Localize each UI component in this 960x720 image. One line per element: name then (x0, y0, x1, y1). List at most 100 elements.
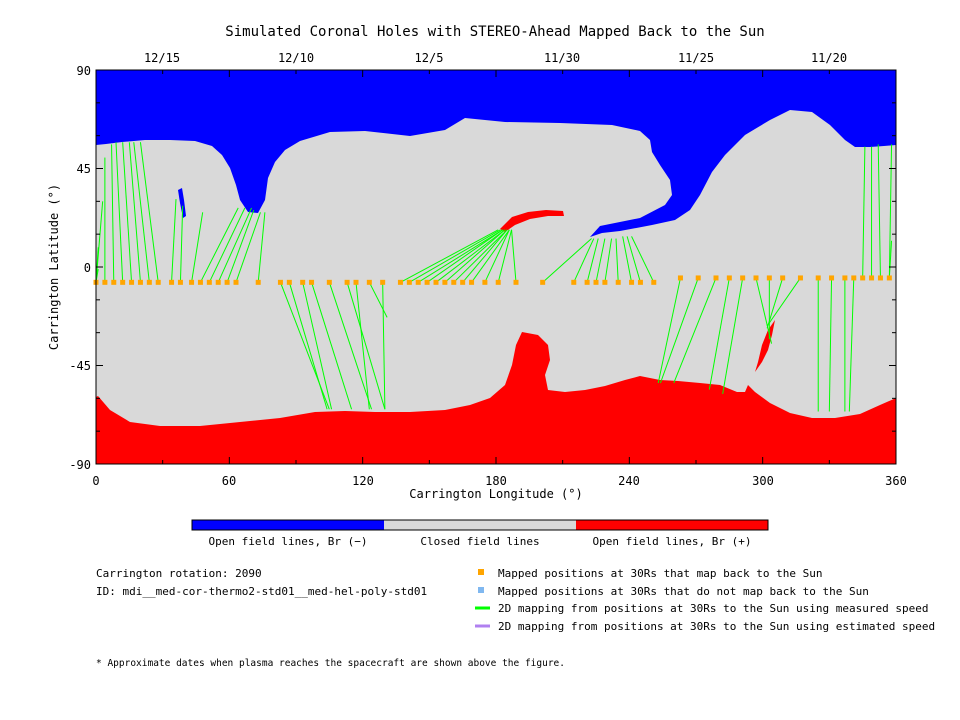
mapped-point-28 (415, 279, 421, 285)
mapped-point-63 (886, 275, 892, 281)
colorbar-label-positive: Open field lines, Br (+) (593, 535, 752, 548)
mapping-line-38-0 (542, 238, 592, 283)
mapped-point-43 (615, 279, 621, 285)
date-label-1210: 12/10 (278, 51, 314, 65)
plot-area (93, 69, 897, 465)
mapping-line-35-0 (484, 229, 510, 283)
mapping-line-51-0 (722, 277, 744, 395)
mapped-point-34 (469, 279, 475, 285)
mapped-point-3 (120, 279, 126, 285)
mapped-point-17 (277, 279, 283, 285)
top-date-labels: 12/15 12/10 12/5 11/30 11/25 11/20 (144, 51, 847, 65)
x-tick-label-240: 240 (618, 474, 640, 488)
mapped-point-7 (155, 279, 161, 285)
mapping-lines (95, 142, 893, 412)
mapped-point-10 (189, 279, 195, 285)
mapped-point-35 (482, 279, 488, 285)
mapping-line-14-0 (226, 209, 255, 283)
mapping-line-32-0 (453, 229, 508, 283)
mapping-line-16-0 (257, 212, 266, 283)
date-label-1125: 11/25 (678, 51, 714, 65)
south-coronal-hole (96, 332, 896, 464)
legend-label-unmapped: Mapped positions at 30Rs that do not map… (498, 585, 869, 598)
mapped-point-44 (629, 279, 635, 285)
mapping-line-21-0 (328, 282, 373, 410)
mapping-line-59-0 (848, 277, 855, 412)
y-tick-label-45: 45 (77, 162, 91, 176)
mapping-line-2-0 (111, 144, 115, 283)
date-label-125: 12/5 (415, 51, 444, 65)
mapped-point-22 (344, 279, 350, 285)
mapped-point-40 (584, 279, 590, 285)
mapped-point-38 (540, 279, 546, 285)
mapping-line-20-0 (311, 282, 353, 410)
mapping-line-9-0 (179, 205, 184, 283)
x-axis-label: Carrington Longitude (°) (409, 487, 582, 501)
north-coronal-hole (96, 70, 896, 237)
mapped-point-25 (380, 279, 386, 285)
mapped-point-52 (753, 275, 759, 281)
date-label-1215: 12/15 (144, 51, 180, 65)
mapping-line-4-0 (122, 142, 133, 283)
mapping-line-41-0 (595, 238, 606, 283)
mapped-point-46 (651, 279, 657, 285)
mapped-point-56 (815, 275, 821, 281)
mapped-point-41 (593, 279, 599, 285)
mapped-point-13 (215, 279, 221, 285)
mapped-point-29 (424, 279, 430, 285)
mapped-point-33 (460, 279, 466, 285)
colorbar-segment-closed (384, 520, 576, 530)
north-hole-finger (178, 188, 186, 218)
legend: Mapped positions at 30Rs that map back t… (475, 567, 935, 633)
mapping-line-62-0 (877, 144, 881, 278)
mapped-point-23 (353, 279, 359, 285)
mapping-line-18-0 (288, 282, 328, 410)
y-axis-label: Carrington Latitude (°) (47, 184, 61, 350)
mapped-point-32 (451, 279, 457, 285)
x-tick-label-360: 360 (885, 474, 907, 488)
footnote: * Approximate dates when plasma reaches … (96, 658, 565, 669)
colorbar-segment-negative (192, 520, 384, 530)
mapped-point-5 (137, 279, 143, 285)
x-tick-labels: 0 60 120 180 240 300 360 (92, 474, 906, 488)
mapped-point-55 (797, 275, 803, 281)
y-tick-label-0: 0 (84, 261, 91, 275)
mapping-line-60-0 (862, 146, 866, 278)
mapped-point-42 (602, 279, 608, 285)
mapped-point-24 (366, 279, 372, 285)
mapped-point-8 (169, 279, 175, 285)
mapping-line-34-0 (471, 229, 510, 283)
mapped-point-15 (233, 279, 239, 285)
mapping-line-54-0 (766, 277, 784, 329)
mapped-point-51 (740, 275, 746, 281)
mapped-point-53 (766, 275, 772, 281)
mapped-point-27 (406, 279, 412, 285)
mapped-point-16 (255, 279, 261, 285)
mapped-point-58 (842, 275, 848, 281)
colorbar: Open field lines, Br (−) Closed field li… (191, 519, 769, 548)
mapping-line-49-0 (673, 277, 717, 384)
mapped-point-26 (397, 279, 403, 285)
mapping-line-11-0 (199, 207, 239, 283)
x-tick-label-60: 60 (222, 474, 236, 488)
mapped-point-14 (224, 279, 230, 285)
mapping-line-55-0 (766, 277, 801, 327)
colorbar-frame (191, 519, 769, 531)
red-sliver-south (755, 320, 775, 372)
mapping-line-63-0 (888, 144, 893, 278)
mapping-line-0-2 (95, 201, 104, 283)
mapped-point-62 (877, 275, 883, 281)
x-axis-ticks (95, 70, 897, 464)
y-tick-label-neg45: -45 (69, 359, 91, 373)
mapping-line-5-0 (128, 142, 141, 283)
legend-marker-mapped (478, 569, 484, 575)
mapping-line-63-1 (888, 240, 893, 278)
mapping-line-33-0 (462, 229, 508, 283)
carrington-rotation-label: Carrington rotation: 2090 (96, 567, 262, 580)
date-label-1130: 11/30 (544, 51, 580, 65)
mapped-point-12 (206, 279, 212, 285)
x-tick-label-120: 120 (352, 474, 374, 488)
mapping-line-29-0 (426, 229, 503, 283)
colorbar-label-negative: Open field lines, Br (−) (209, 535, 368, 548)
